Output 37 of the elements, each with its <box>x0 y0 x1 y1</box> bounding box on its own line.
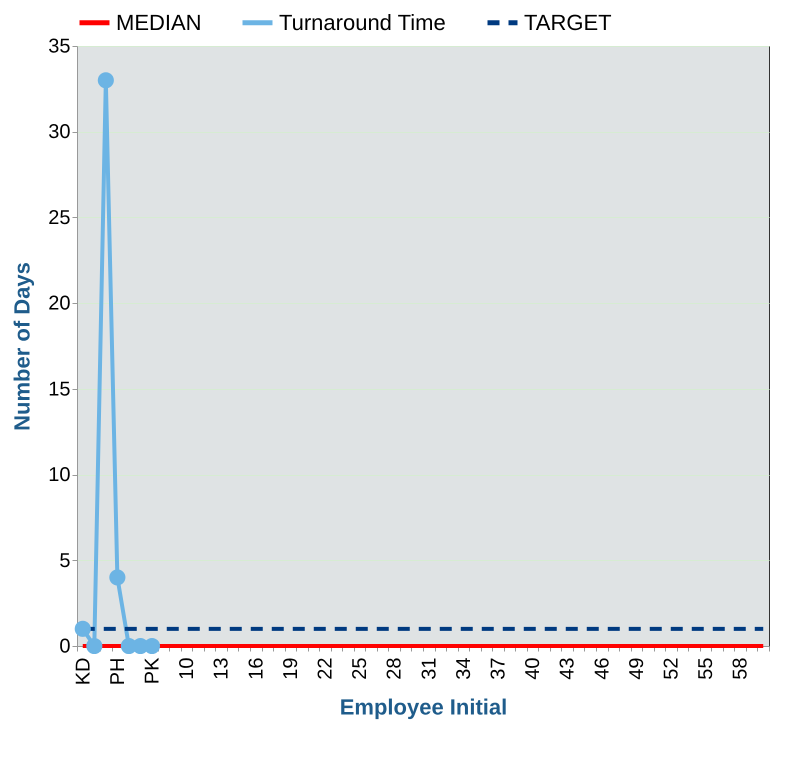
x-tick-label: 10 <box>176 658 198 680</box>
y-tick-label: 30 <box>48 121 70 144</box>
x-tick-label: 22 <box>314 658 336 680</box>
point <box>74 620 91 637</box>
point <box>109 569 126 586</box>
x-tick-label: 52 <box>660 658 682 680</box>
x-tick-label: 40 <box>522 658 544 680</box>
legend-label: Turnaround Time <box>279 10 446 35</box>
y-tick-label: 25 <box>48 206 70 229</box>
x-tick-label: 16 <box>245 658 268 680</box>
x-tick-label: PK <box>141 656 164 684</box>
x-tick-label: KD <box>72 658 94 686</box>
x-tick-label: 34 <box>452 658 475 680</box>
x-axis-title: Employee Initial <box>340 694 508 720</box>
x-tick-label: 37 <box>487 658 510 680</box>
y-tick-label: 5 <box>59 550 70 572</box>
y-tick-label: 0 <box>59 636 70 658</box>
x-tick-label: 28 <box>384 658 406 680</box>
y-tick-label: 20 <box>48 292 70 315</box>
x-tick-label: 25 <box>349 658 372 680</box>
legend-label: MEDIAN <box>116 10 202 35</box>
legend-label: TARGET <box>524 10 612 35</box>
point <box>98 72 114 88</box>
x-tick-label: 46 <box>591 658 614 680</box>
y-tick-label: 35 <box>48 36 70 58</box>
y-tick-label: 10 <box>48 464 70 486</box>
x-tick-label: 31 <box>418 658 440 680</box>
x-tick-label: 43 <box>556 658 579 680</box>
y-tick-label: 15 <box>48 378 70 400</box>
x-tick-label: 19 <box>280 658 302 680</box>
point <box>86 638 102 654</box>
x-tick-label: 13 <box>210 658 233 680</box>
x-tick-label: 49 <box>626 658 648 680</box>
x-tick-label: 58 <box>730 658 752 680</box>
y-axis-title: Number of Days <box>9 262 34 431</box>
x-tick-label: PH <box>106 658 129 686</box>
x-tick-label: 55 <box>695 658 718 680</box>
